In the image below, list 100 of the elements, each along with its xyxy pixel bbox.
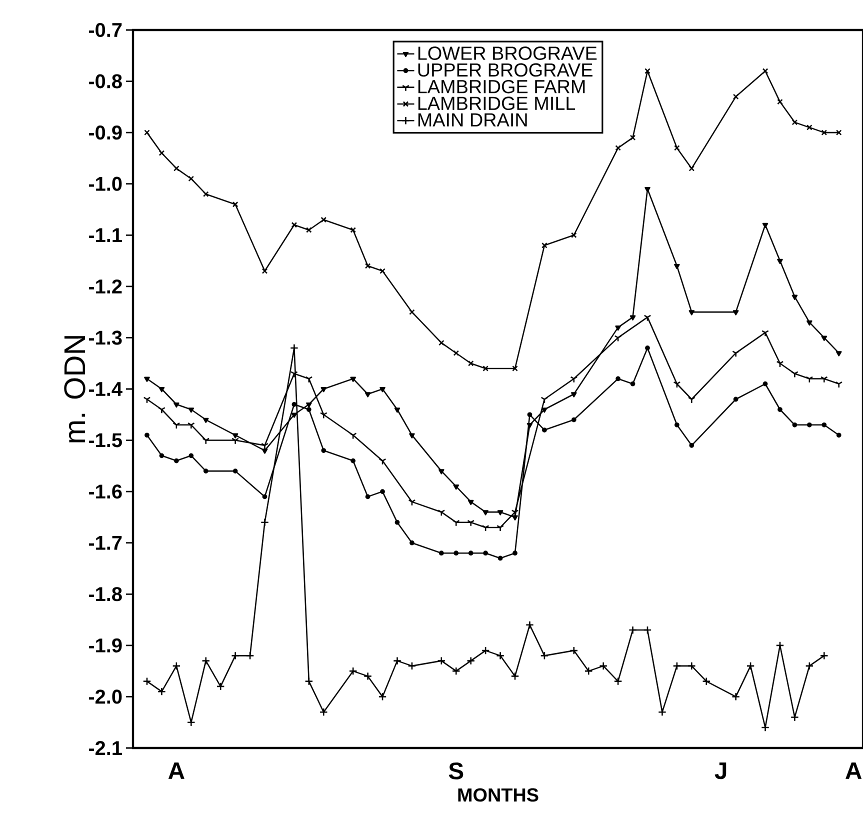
point	[158, 150, 165, 156]
point	[584, 666, 593, 676]
y-tick-label: -1.1	[88, 228, 122, 242]
y-tick-label: -1.2	[88, 279, 122, 294]
point	[437, 656, 446, 666]
point	[792, 119, 798, 126]
point	[792, 294, 798, 300]
point	[438, 340, 444, 346]
point	[792, 422, 798, 428]
point	[512, 550, 518, 556]
point	[453, 484, 460, 490]
point	[571, 417, 576, 422]
point	[526, 422, 533, 428]
y-tick-label: -0.7	[88, 22, 122, 38]
point	[306, 407, 312, 412]
y-tick-label: -1.5	[88, 433, 122, 448]
point	[525, 620, 534, 630]
point	[319, 708, 328, 716]
point	[468, 550, 474, 556]
point	[542, 408, 548, 413]
point	[805, 662, 814, 670]
point	[733, 396, 738, 402]
x-axis-title: MONTHS	[458, 788, 538, 802]
point	[202, 656, 210, 666]
point	[688, 310, 695, 316]
y-tick-label: -1.0	[88, 176, 122, 191]
point	[540, 396, 548, 404]
point	[394, 520, 400, 525]
point	[378, 458, 386, 466]
point	[762, 68, 768, 74]
point	[746, 662, 755, 670]
point	[468, 500, 474, 506]
point	[762, 381, 768, 386]
point	[231, 651, 240, 660]
point	[380, 268, 386, 274]
point	[158, 407, 166, 414]
point	[674, 422, 680, 428]
point	[777, 98, 783, 105]
point	[732, 692, 740, 701]
point	[821, 336, 828, 341]
point	[306, 227, 312, 233]
point	[496, 651, 505, 660]
point	[821, 130, 828, 136]
point	[306, 402, 312, 408]
point	[644, 187, 650, 192]
point	[454, 550, 459, 556]
point	[172, 662, 181, 670]
point	[777, 258, 783, 264]
point	[393, 656, 402, 666]
point	[482, 525, 490, 532]
point	[394, 408, 400, 413]
point	[658, 708, 666, 716]
point	[483, 550, 488, 556]
point	[186, 718, 196, 727]
y-tick-label: -1.9	[88, 638, 122, 652]
point	[806, 320, 812, 326]
point	[644, 314, 652, 322]
point	[570, 646, 578, 655]
point	[806, 376, 814, 383]
point	[645, 346, 650, 350]
point	[158, 387, 165, 392]
point	[305, 376, 313, 383]
point	[320, 216, 327, 223]
point	[822, 422, 827, 428]
point	[776, 360, 784, 368]
point	[246, 651, 254, 660]
x-tick-label: J	[714, 762, 726, 780]
point	[188, 453, 194, 458]
point	[232, 468, 238, 474]
point	[187, 422, 195, 430]
point	[628, 626, 638, 634]
point	[159, 453, 164, 458]
point	[836, 432, 842, 438]
point	[262, 494, 268, 500]
point	[512, 366, 518, 372]
point	[778, 407, 782, 412]
point	[806, 124, 812, 130]
point	[616, 376, 620, 382]
y-tick-label: -1.3	[88, 330, 122, 345]
point	[262, 268, 268, 274]
point	[320, 387, 327, 392]
point	[732, 310, 739, 316]
point	[482, 510, 488, 516]
y-tick-label: -1.7	[88, 536, 122, 550]
point	[438, 510, 446, 516]
point	[408, 499, 416, 506]
point	[364, 263, 371, 269]
point	[260, 518, 269, 527]
point	[836, 351, 842, 356]
point	[321, 448, 326, 453]
legend-label: LAMBRIDGE FARM	[418, 80, 585, 94]
y-tick-label: -0.9	[88, 126, 122, 140]
point	[320, 412, 328, 419]
y-tick-label: -1.8	[88, 587, 122, 602]
point	[203, 468, 208, 474]
point	[262, 448, 268, 454]
point	[672, 662, 682, 670]
point	[410, 540, 414, 546]
point	[806, 422, 812, 428]
point	[144, 432, 150, 438]
